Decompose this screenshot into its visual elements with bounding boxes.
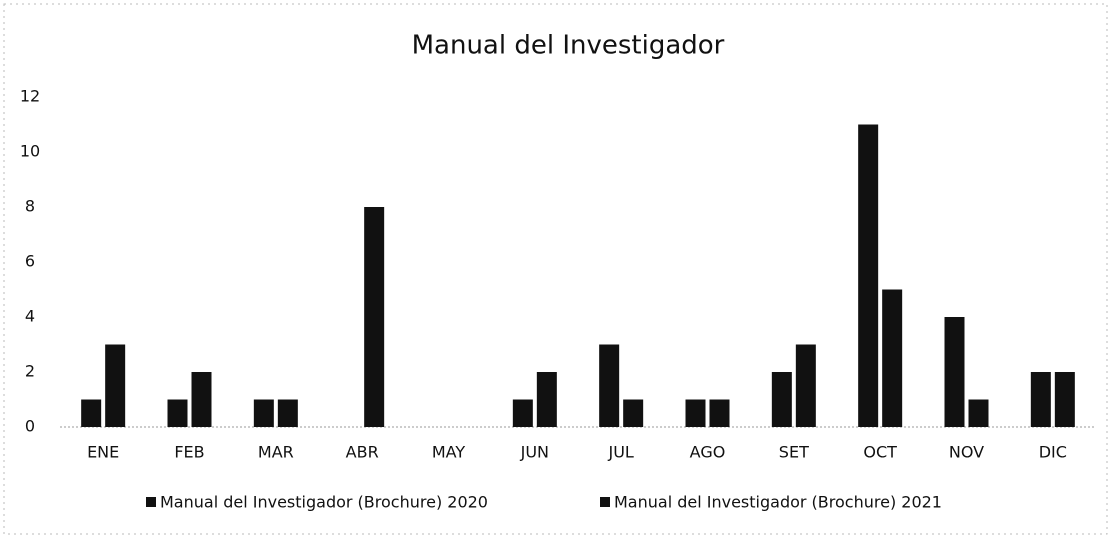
bar: [191, 372, 212, 427]
y-tick-label: 0: [25, 417, 35, 436]
legend-swatch: [146, 497, 156, 507]
bar: [968, 399, 989, 427]
bar: [944, 317, 965, 427]
bar: [167, 399, 188, 427]
bar: [105, 344, 126, 427]
y-tick-label: 10: [20, 142, 40, 161]
bar: [512, 399, 533, 427]
legend-swatch: [600, 497, 610, 507]
y-tick-label: 12: [20, 87, 40, 106]
x-tick-label: JUL: [607, 443, 633, 462]
bar: [882, 289, 903, 427]
x-tick-label: MAY: [432, 443, 466, 462]
x-tick-label: MAR: [258, 443, 294, 462]
x-tick-label: OCT: [863, 443, 897, 462]
bar: [709, 399, 730, 427]
y-tick-label: 8: [25, 197, 35, 216]
bar: [771, 372, 792, 427]
y-tick-label: 2: [25, 362, 35, 381]
y-tick-label: 4: [25, 307, 35, 326]
bar: [1030, 372, 1051, 427]
chart-border: [3, 3, 1108, 535]
bar: [253, 399, 274, 427]
bar: [81, 399, 102, 427]
bar: [858, 124, 879, 427]
bar: [599, 344, 620, 427]
x-tick-label: DIC: [1039, 443, 1067, 462]
bar: [795, 344, 816, 427]
chart-title: Manual del Investigador: [412, 31, 725, 61]
bar: [685, 399, 706, 427]
x-tick-label: NOV: [949, 443, 984, 462]
bar: [364, 207, 385, 427]
x-tick-label: AGO: [690, 443, 726, 462]
y-tick-label: 6: [25, 252, 35, 271]
x-tick-label: FEB: [174, 443, 204, 462]
x-tick-label: ENE: [87, 443, 119, 462]
bar: [536, 372, 557, 427]
x-tick-label: SET: [779, 443, 809, 462]
bar: [623, 399, 644, 427]
bar: [277, 399, 298, 427]
x-tick-label: JUN: [520, 443, 549, 462]
x-tick-label: ABR: [346, 443, 379, 462]
bar: [1054, 372, 1075, 427]
legend-label: Manual del Investigador (Brochure) 2020: [160, 493, 488, 512]
legend-label: Manual del Investigador (Brochure) 2021: [614, 493, 942, 512]
